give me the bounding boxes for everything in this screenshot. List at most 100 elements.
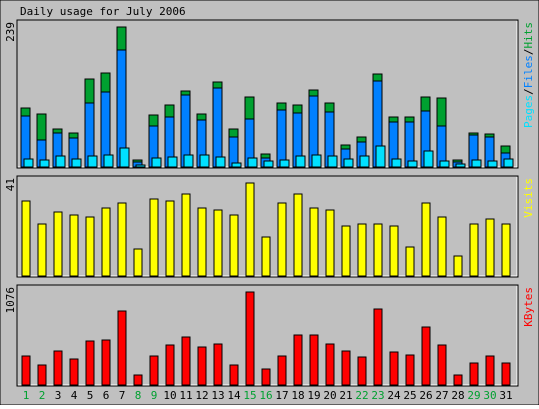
bar-kbytes-day-24 [389,351,399,386]
day-label-23: 23 [371,389,384,402]
day-label-13: 13 [211,389,224,402]
bar-kbytes-day-27 [437,344,447,386]
bar-kbytes-day-12 [197,346,207,386]
bar-visits-day-6 [101,207,111,277]
legend-item-kbytes: KBytes [522,287,535,327]
day-labels: 1 2 3 4 5 6 7 8 9 10 11 12 13 14 15 16 17 18 19 20 21 22 23 24 2… [23,389,513,402]
bar-kbytes-day-19 [309,334,319,386]
bar-visits-day-1 [21,200,31,277]
day-label-16: 16 [259,389,272,402]
day-label-12: 12 [195,389,208,402]
bar-kbytes-day-14 [229,364,239,386]
bar-pages-day-27 [439,160,450,168]
bar-visits-day-7 [117,202,127,277]
day-label-22: 22 [355,389,368,402]
bar-kbytes-day-13 [213,343,223,386]
bar-pages-day-12 [199,154,210,168]
bar-visits-day-17 [277,202,287,277]
day-label-4: 4 [71,389,78,402]
panel-bottom: 1076 KBytes [4,284,535,387]
bar-visits-day-23 [373,223,383,277]
bar-kbytes-day-30 [485,355,495,386]
day-label-20: 20 [323,389,336,402]
bar-visits-day-10 [165,200,175,277]
bar-pages-day-29 [471,159,482,168]
bar-visits-day-14 [229,214,239,277]
bar-kbytes-day-2 [37,364,47,386]
bar-visits-day-22 [357,223,367,277]
bar-pages-day-25 [407,160,418,168]
bar-visits-day-29 [469,223,479,277]
bar-pages-day-3 [55,155,66,168]
y-max-label-bottom: 1076 [4,287,17,314]
bar-visits-day-8 [133,248,143,277]
bar-visits-day-3 [53,211,63,277]
day-label-19: 19 [307,389,320,402]
day-label-7: 7 [119,389,126,402]
day-label-2: 2 [39,389,46,402]
bar-kbytes-day-4 [69,358,79,386]
bar-kbytes-day-31 [501,362,511,386]
bar-pages-day-16 [263,160,274,168]
bar-pages-day-22 [359,155,370,168]
bar-pages-day-14 [231,162,242,168]
legend-item-files: Files [522,55,535,88]
day-label-15: 15 [243,389,256,402]
bar-pages-day-8 [135,164,146,168]
bar-pages-day-6 [103,154,114,168]
day-label-6: 6 [103,389,110,402]
bar-pages-day-9 [151,157,162,168]
bar-visits-day-9 [149,198,159,277]
y-max-label-top: 239 [4,22,17,42]
bar-kbytes-day-17 [277,355,287,386]
bar-pages-day-2 [39,159,50,168]
bar-kbytes-day-8 [133,374,143,386]
bar-kbytes-day-7 [117,310,127,386]
bar-visits-day-20 [325,209,335,277]
legend-separator: / [522,49,535,56]
bar-kbytes-day-10 [165,344,175,386]
bar-pages-day-1 [23,158,34,168]
chart-title: Daily usage for July 2006 [20,5,186,18]
bar-pages-day-30 [487,160,498,168]
day-label-28: 28 [451,389,464,402]
legend-bottom: KBytes [522,287,535,327]
bar-kbytes-day-22 [357,356,367,386]
bar-kbytes-day-9 [149,355,159,386]
bar-pages-day-31 [503,158,514,168]
legend-separator: / [522,88,535,95]
bar-pages-day-4 [71,158,82,168]
day-label-5: 5 [87,389,94,402]
bar-visits-day-12 [197,207,207,277]
bar-visits-day-19 [309,207,319,277]
bar-files-day-17 [276,109,287,168]
bar-pages-day-15 [247,157,258,168]
bar-visits-day-25 [405,246,415,277]
bar-kbytes-day-18 [293,334,303,386]
bar-visits-day-26 [421,202,431,277]
bar-kbytes-day-28 [453,374,463,386]
bar-visits-day-4 [69,214,79,277]
bar-visits-day-15 [245,182,255,277]
bar-pages-day-11 [183,154,194,168]
bar-kbytes-day-25 [405,354,415,386]
bar-pages-day-5 [87,155,98,168]
bar-pages-day-23 [375,145,386,168]
day-label-21: 21 [339,389,352,402]
bar-visits-day-24 [389,225,399,277]
bar-kbytes-day-6 [101,339,111,386]
bar-kbytes-day-21 [341,350,351,386]
bar-kbytes-day-29 [469,362,479,386]
panel-middle: 41 Visits [4,175,535,278]
bar-kbytes-day-26 [421,326,431,386]
bar-pages-day-19 [311,154,322,168]
legend-item-visits: Visits [522,178,535,218]
day-label-30: 30 [483,389,496,402]
bar-pages-day-10 [167,156,178,168]
bar-kbytes-day-15 [245,291,255,386]
bar-pages-day-20 [327,155,338,168]
day-label-11: 11 [179,389,192,402]
